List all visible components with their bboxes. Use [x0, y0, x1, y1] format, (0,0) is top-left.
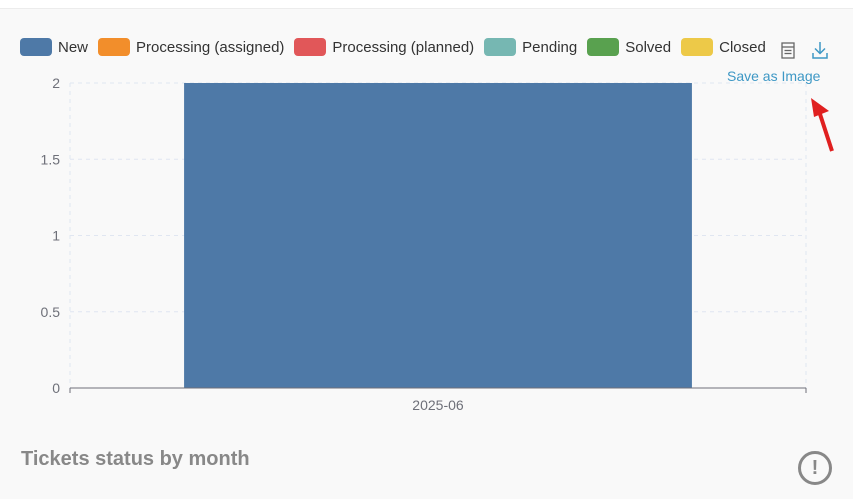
legend-item-closed[interactable]: Closed: [681, 38, 766, 56]
y-tick-label: 0: [52, 380, 60, 396]
legend-label: Pending: [522, 38, 578, 56]
legend-label: New: [58, 38, 89, 56]
legend-item-new[interactable]: New: [20, 38, 88, 56]
legend-swatch: [681, 38, 714, 56]
legend-label: Processing (planned): [332, 38, 475, 56]
download-icon[interactable]: [810, 40, 830, 60]
save-as-image-tooltip: Save as Image: [727, 68, 821, 84]
chart-legend: New Processing (assigned) Processing (plan…: [20, 37, 776, 57]
legend-item-processing-assigned[interactable]: Processing (assigned): [98, 38, 284, 56]
y-tick-label: 1: [52, 228, 60, 244]
x-tick-label: 2025-06: [412, 397, 464, 413]
chart-toolbox: [778, 40, 842, 60]
y-tick-label: 0.5: [41, 304, 61, 320]
y-tick-label: 2: [52, 75, 60, 91]
legend-label: Solved: [625, 38, 672, 56]
legend-swatch: [20, 38, 52, 56]
legend-item-processing-planned[interactable]: Processing (planned): [294, 38, 474, 56]
legend-label: Processing (assigned): [136, 38, 285, 56]
legend-label: Closed: [719, 38, 766, 56]
legend-swatch: [98, 38, 131, 56]
exclamation-circle-icon[interactable]: !: [798, 451, 832, 485]
legend-swatch: [484, 38, 517, 56]
red-arrow-annotation: [811, 98, 834, 152]
y-tick-label: 1.5: [41, 151, 61, 167]
data-view-icon[interactable]: [778, 40, 798, 60]
legend-item-solved[interactable]: Solved: [587, 38, 671, 56]
legend-swatch: [294, 38, 327, 56]
legend-swatch: [587, 38, 620, 56]
chart-title: Tickets status by month: [21, 448, 250, 470]
bar-new: [184, 83, 692, 388]
legend-item-pending[interactable]: Pending: [484, 38, 577, 56]
